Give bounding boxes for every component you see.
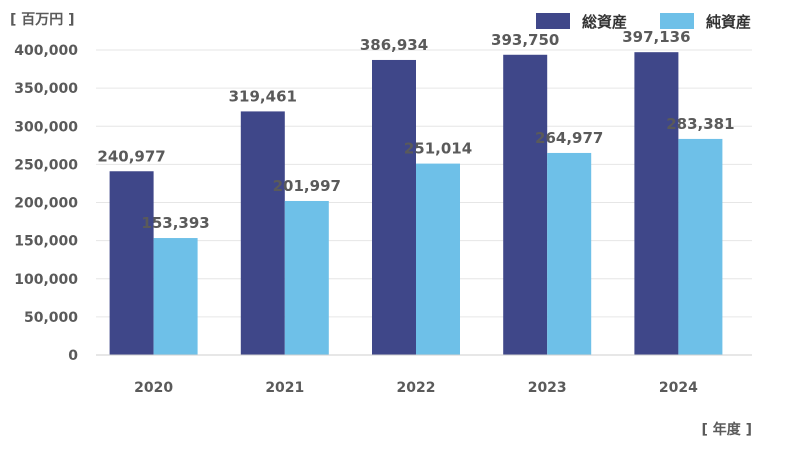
x-axis-unit-label: [ 年度 ]	[701, 421, 752, 438]
legend-swatch-net-assets	[660, 13, 694, 29]
bar-net-assets-2023	[547, 152, 592, 355]
data-label: 251,014	[404, 140, 472, 158]
data-label: 386,934	[360, 36, 428, 54]
bar-total-assets-2024	[634, 52, 679, 355]
y-tick-label: 400,000	[14, 43, 78, 59]
data-label: 283,381	[666, 115, 734, 133]
legend-swatch-total-assets	[536, 13, 570, 29]
bar-net-assets-2024	[678, 138, 723, 355]
x-tick-label: 2024	[659, 380, 698, 396]
bar-total-assets-2023	[503, 54, 548, 355]
y-tick-label: 50,000	[24, 310, 78, 326]
data-label: 240,977	[97, 147, 165, 165]
bar-total-assets-2022	[372, 59, 416, 355]
y-tick-label: 350,000	[14, 81, 78, 97]
data-label: 397,136	[622, 28, 690, 46]
y-axis-unit-label: [ 百万円 ]	[10, 12, 75, 28]
bar-net-assets-2021	[284, 200, 329, 355]
bar-net-assets-2022	[416, 163, 460, 355]
x-tick-label: 2023	[528, 380, 567, 396]
value-labels: 240,977 153,393 319,461 201,997 386,934 251,0…	[97, 28, 734, 232]
x-tick-label: 2020	[134, 380, 173, 396]
legend-label-net-assets: 純資産	[706, 13, 751, 31]
bar-net-assets-2020	[153, 238, 198, 355]
y-tick-label: 300,000	[14, 119, 78, 135]
x-axis-ticks: 2020 2021 2022 2023 2024	[134, 380, 698, 396]
y-tick-label: 250,000	[14, 157, 78, 173]
y-axis-ticks: 0 50,000 100,000 150,000 200,000 250,000 300,0…	[14, 43, 78, 364]
legend: 総資産 純資産	[536, 13, 751, 31]
y-tick-label: 150,000	[14, 234, 78, 250]
bars	[109, 52, 723, 356]
data-label: 264,977	[535, 129, 603, 147]
bar-total-assets-2020	[109, 171, 154, 355]
x-tick-label: 2021	[265, 380, 304, 396]
legend-label-total-assets: 総資産	[582, 13, 627, 31]
y-tick-label: 100,000	[14, 272, 78, 288]
y-tick-label: 200,000	[14, 196, 78, 212]
data-label: 393,750	[491, 31, 559, 49]
data-label: 319,461	[229, 87, 297, 105]
data-label: 153,393	[141, 214, 209, 232]
data-label: 201,997	[273, 177, 341, 195]
x-tick-label: 2022	[397, 380, 436, 396]
y-tick-label: 0	[68, 348, 78, 364]
bar-total-assets-2021	[240, 111, 285, 356]
